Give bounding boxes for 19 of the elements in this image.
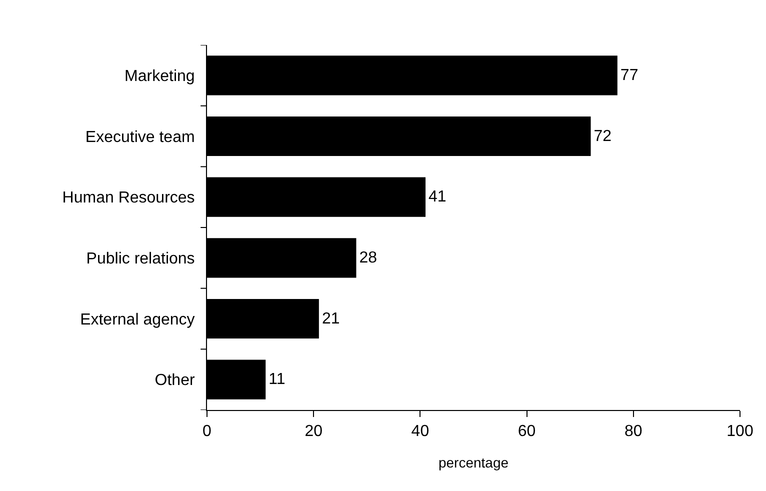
- x-tick-label: 60: [518, 423, 536, 440]
- data-label: 28: [359, 249, 378, 266]
- data-label: 77: [620, 66, 638, 84]
- y-tick-label: External agency: [80, 311, 195, 328]
- x-tick-label: 40: [411, 423, 430, 440]
- y-tick-label: Other: [154, 372, 196, 390]
- data-label: 11: [268, 371, 286, 388]
- y-tick-label: Human Resources: [62, 190, 195, 207]
- data-label: 21: [322, 310, 340, 328]
- data-label: 72: [594, 128, 612, 145]
- x-tick-label: 20: [304, 423, 323, 440]
- x-tick-label: 80: [624, 423, 642, 440]
- y-tick-label: Marketing: [124, 68, 195, 86]
- x-tick-label: 0: [202, 423, 212, 440]
- x-axis-title: percentage: [438, 454, 509, 470]
- x-tick-label: 100: [726, 423, 754, 440]
- data-label: 41: [428, 188, 446, 206]
- y-tick-label: Executive team: [85, 128, 195, 146]
- y-tick-label: Public relations: [86, 250, 195, 268]
